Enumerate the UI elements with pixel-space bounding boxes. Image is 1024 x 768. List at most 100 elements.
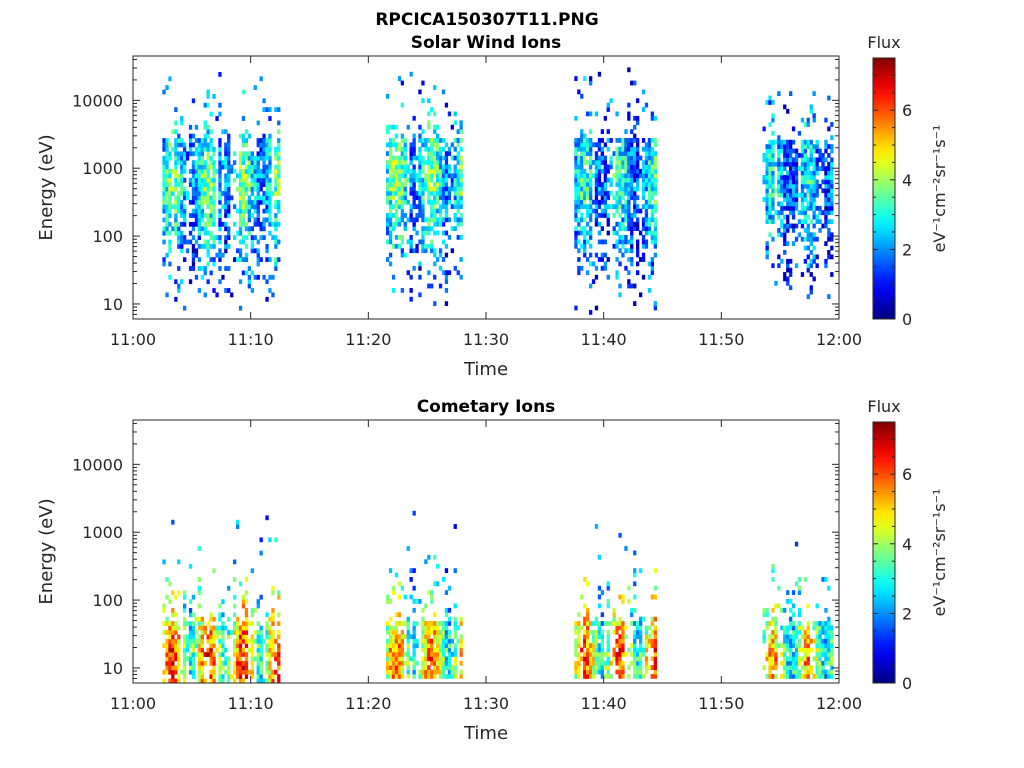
spectrogram-cell xyxy=(791,621,796,626)
spectrogram-cell xyxy=(183,169,187,174)
spectrogram-cell xyxy=(591,652,596,657)
spectrogram-cell xyxy=(403,138,407,143)
spectrogram-cell xyxy=(633,168,637,174)
spectrogram-cell xyxy=(456,208,460,214)
spectrogram-cell xyxy=(183,208,187,214)
spectrogram-cell xyxy=(168,652,172,657)
spectrogram-cell xyxy=(191,660,196,666)
spectrogram-cell xyxy=(583,76,587,81)
spectrogram-cell xyxy=(185,248,190,254)
spectrogram-cell xyxy=(591,674,596,679)
spectrogram-cell xyxy=(447,634,452,640)
spectrogram-cell xyxy=(606,274,610,280)
spectrogram-cell xyxy=(633,221,637,227)
spectrogram-cell xyxy=(586,208,590,214)
spectrogram-cell xyxy=(636,665,640,670)
spectrogram-cell xyxy=(236,173,240,179)
spectrogram-cell xyxy=(830,638,834,644)
spectrogram-cell xyxy=(386,217,390,223)
spectrogram-cell xyxy=(247,182,251,187)
spectrogram-cell xyxy=(221,634,225,640)
spectrogram-cell xyxy=(271,634,275,640)
spectrogram-cell xyxy=(630,283,634,289)
spectrogram-cell xyxy=(262,199,266,205)
spectrogram-cell xyxy=(794,170,799,176)
spectrogram-cell xyxy=(441,625,446,631)
spectrogram-cell xyxy=(447,660,452,666)
spectrogram-cell xyxy=(653,305,657,311)
spectrogram-cell xyxy=(233,638,237,644)
spectrogram-cell xyxy=(456,625,460,631)
spectrogram-cell xyxy=(762,175,766,180)
spectrogram-cell xyxy=(800,117,805,123)
spectrogram-cell xyxy=(612,621,616,626)
spectrogram-cell xyxy=(824,179,828,185)
spectrogram-cell xyxy=(194,274,199,280)
spectrogram-cell xyxy=(650,621,654,626)
spectrogram-cell xyxy=(256,217,260,223)
spectrogram-cell xyxy=(171,204,175,210)
spectrogram-cell xyxy=(830,188,834,194)
spectrogram-cell xyxy=(574,146,578,152)
spectrogram-cell xyxy=(609,177,613,183)
spectrogram-cell xyxy=(430,155,434,161)
spectrogram-cell xyxy=(765,153,769,158)
spectrogram-cell xyxy=(806,656,810,662)
spectrogram-cell xyxy=(241,665,246,671)
spectrogram-cell xyxy=(794,157,799,163)
spectrogram-cell xyxy=(427,199,431,205)
spectrogram-cell xyxy=(224,204,228,210)
spectrogram-cell xyxy=(577,257,581,262)
spectrogram-cell xyxy=(633,115,637,121)
spectrogram-cell xyxy=(597,239,602,245)
spectrogram-cell xyxy=(227,288,231,293)
spectrogram-cell xyxy=(259,235,263,240)
spectrogram-cell xyxy=(577,621,581,626)
spectrogram-cell xyxy=(247,204,251,210)
spectrogram-cell xyxy=(191,186,196,192)
spectrogram-cell xyxy=(233,621,237,626)
spectrogram-cell xyxy=(433,164,437,170)
spectrogram-cell xyxy=(197,160,201,165)
spectrogram-cell xyxy=(639,625,643,631)
spectrogram-cell xyxy=(818,643,822,648)
spectrogram-cell xyxy=(271,616,275,622)
spectrogram-cell xyxy=(162,169,166,174)
spectrogram-cell xyxy=(188,563,193,569)
spectrogram-cell xyxy=(603,186,607,192)
spectrogram-cell xyxy=(774,629,778,635)
spectrogram-cell xyxy=(806,170,810,176)
spectrogram-cell xyxy=(644,656,649,662)
spectrogram-cell xyxy=(224,669,228,675)
spectrogram-cell xyxy=(783,175,787,180)
spectrogram-cell xyxy=(388,226,393,231)
spectrogram-cell xyxy=(624,168,628,174)
spectrogram-cell xyxy=(197,590,201,596)
spectrogram-cell xyxy=(168,669,172,675)
spectrogram-cell xyxy=(609,204,613,209)
spectrogram-cell xyxy=(191,142,196,148)
spectrogram-cell xyxy=(259,647,263,653)
spectrogram-cell xyxy=(771,660,775,666)
spectrogram-cell xyxy=(600,168,604,174)
spectrogram-cell xyxy=(436,142,440,148)
spectrogram-cell xyxy=(386,643,390,648)
spectrogram-cell xyxy=(388,669,393,675)
spectrogram-cell xyxy=(589,160,593,165)
spectrogram-cell xyxy=(583,199,587,205)
spectrogram-cell xyxy=(789,210,793,216)
spectrogram-cell xyxy=(174,230,178,236)
spectrogram-cell xyxy=(250,155,254,161)
spectrogram-cell xyxy=(183,608,187,613)
spectrogram-cell xyxy=(789,258,793,264)
spectrogram-cell xyxy=(165,85,169,90)
spectrogram-cell xyxy=(827,585,831,591)
spectrogram-cell xyxy=(824,148,828,154)
spectrogram-cell xyxy=(615,168,619,174)
spectrogram-cell xyxy=(586,629,590,635)
spectrogram-cell xyxy=(824,117,828,123)
spectrogram-cell xyxy=(241,621,246,626)
spectrogram-cell xyxy=(639,638,643,644)
spectrogram-cell xyxy=(597,656,602,662)
spectrogram-cell xyxy=(618,625,622,631)
